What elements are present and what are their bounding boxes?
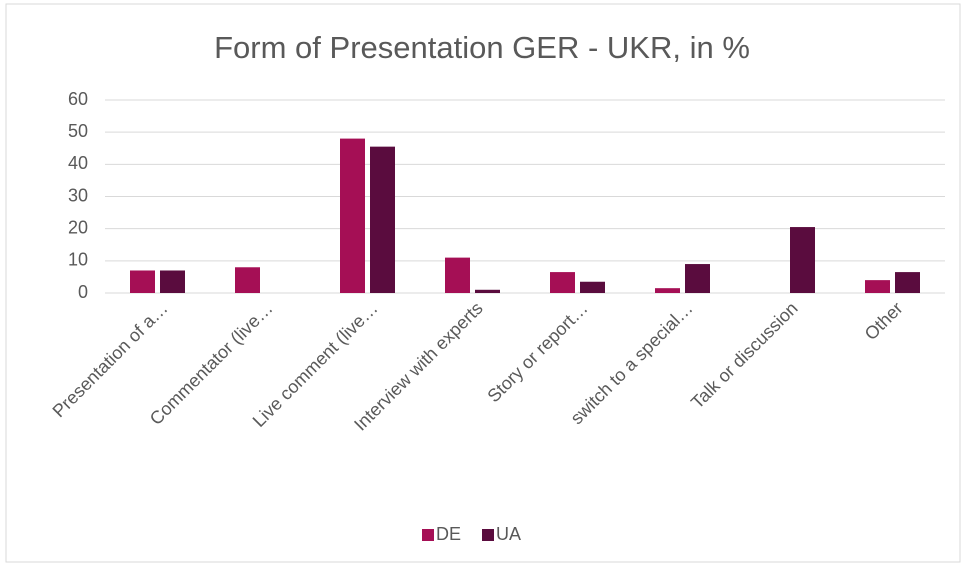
bar [235,267,260,293]
y-tick-label: 60 [68,89,88,109]
bar [655,288,680,293]
legend-swatch [482,529,494,541]
legend-label: DE [436,524,461,544]
bar [445,257,470,293]
bar [580,281,605,293]
bar [160,270,185,293]
bar [865,280,890,293]
y-tick-label: 10 [68,250,88,270]
y-tick-label: 30 [68,185,88,205]
bar [550,272,575,293]
bar [685,264,710,293]
legend-label: UA [496,524,521,544]
y-tick-label: 0 [78,282,88,302]
chart-title: Form of Presentation GER - UKR, in % [214,30,750,65]
y-tick-label: 50 [68,121,88,141]
y-tick-label: 20 [68,217,88,237]
bar [895,272,920,293]
bar [130,270,155,293]
bar [475,289,500,293]
y-tick-label: 40 [68,153,88,173]
bar [340,138,365,293]
legend-swatch [422,529,434,541]
bar [370,146,395,293]
bar [790,227,815,293]
